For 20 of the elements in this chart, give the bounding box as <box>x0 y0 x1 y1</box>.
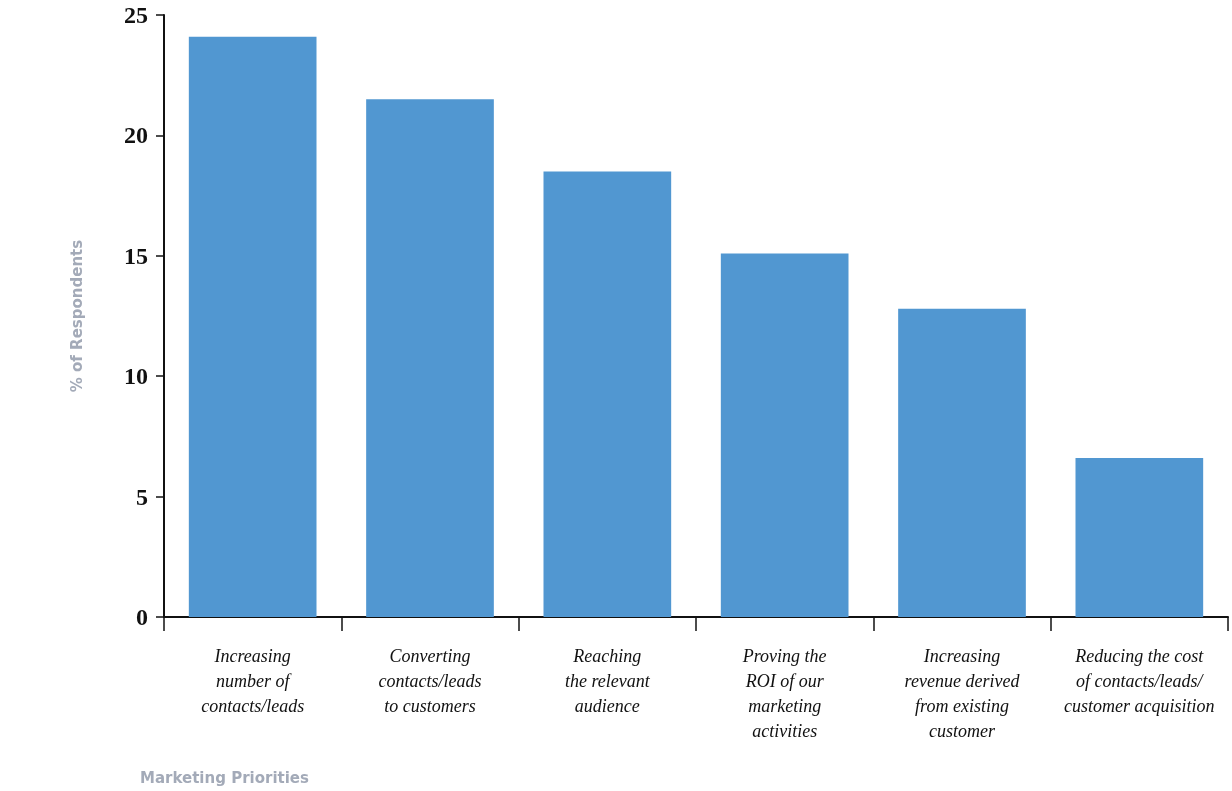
x-axis-title: Marketing Priorities <box>140 768 309 787</box>
x-tick-label: Increasing number of contacts/leads <box>201 645 305 716</box>
bar <box>1075 458 1204 617</box>
bar <box>188 36 317 617</box>
x-tick-label: Reducing the cost of contacts/leads/ customer acquisition <box>1064 645 1215 716</box>
y-tick-label: 10 <box>124 363 148 390</box>
x-tick-label: Proving the ROI of our marketing activities <box>741 645 827 741</box>
x-tick-label: Converting contacts/leads to customers <box>378 645 482 716</box>
y-tick-label: 5 <box>136 483 148 510</box>
y-axis-title: % of Respondents <box>67 239 86 393</box>
y-tick-label: 0 <box>136 604 148 630</box>
bar <box>366 99 494 617</box>
x-tick-label: Reaching the relevant audience <box>564 645 651 716</box>
bar <box>543 171 672 617</box>
bar <box>898 308 1026 617</box>
bar <box>720 253 849 617</box>
y-tick-label: 25 <box>124 2 148 28</box>
x-tick-label: Increasing revenue derived from existing customer <box>904 645 1021 741</box>
y-tick-label: 15 <box>124 242 148 269</box>
y-tick-label: 20 <box>124 122 148 149</box>
